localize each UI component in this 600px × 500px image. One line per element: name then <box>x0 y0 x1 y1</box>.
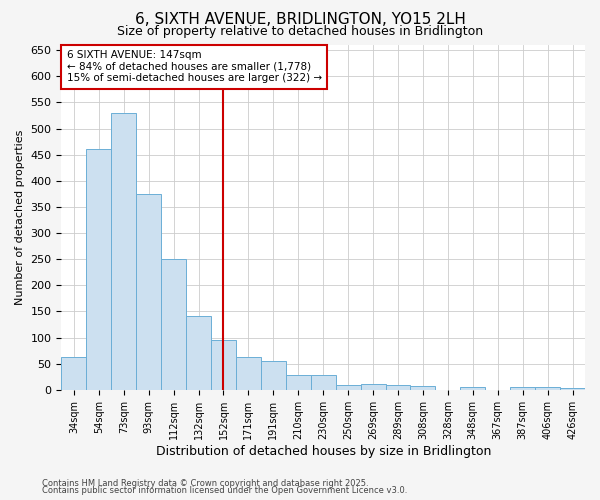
Bar <box>410 386 436 390</box>
Y-axis label: Number of detached properties: Number of detached properties <box>15 130 25 305</box>
Bar <box>335 384 361 390</box>
Bar <box>136 194 161 390</box>
Bar <box>286 374 311 390</box>
Text: Contains HM Land Registry data © Crown copyright and database right 2025.: Contains HM Land Registry data © Crown c… <box>42 478 368 488</box>
Bar <box>236 357 261 390</box>
Bar <box>261 361 286 390</box>
X-axis label: Distribution of detached houses by size in Bridlington: Distribution of detached houses by size … <box>155 444 491 458</box>
Bar <box>61 357 86 390</box>
Bar <box>535 387 560 390</box>
Bar <box>211 340 236 390</box>
Bar <box>386 384 410 390</box>
Bar <box>111 113 136 390</box>
Bar <box>460 386 485 390</box>
Bar <box>161 259 186 390</box>
Bar <box>311 374 335 390</box>
Bar <box>86 150 111 390</box>
Text: Size of property relative to detached houses in Bridlington: Size of property relative to detached ho… <box>117 25 483 38</box>
Bar <box>560 388 585 390</box>
Bar <box>510 387 535 390</box>
Bar <box>361 384 386 390</box>
Text: Contains public sector information licensed under the Open Government Licence v3: Contains public sector information licen… <box>42 486 407 495</box>
Text: 6, SIXTH AVENUE, BRIDLINGTON, YO15 2LH: 6, SIXTH AVENUE, BRIDLINGTON, YO15 2LH <box>134 12 466 28</box>
Text: 6 SIXTH AVENUE: 147sqm
← 84% of detached houses are smaller (1,778)
15% of semi-: 6 SIXTH AVENUE: 147sqm ← 84% of detached… <box>67 50 322 84</box>
Bar <box>186 316 211 390</box>
